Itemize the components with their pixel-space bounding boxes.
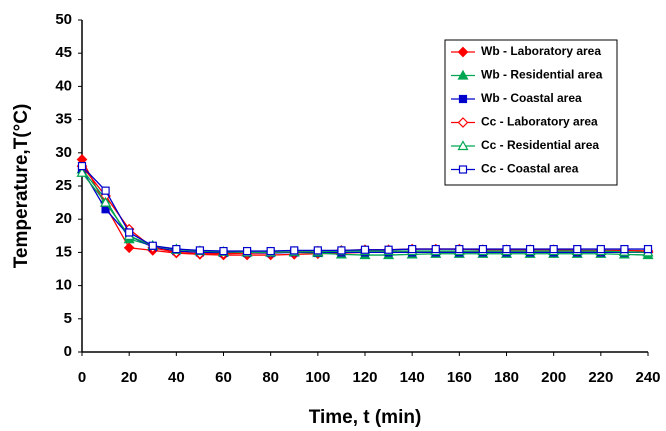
marker [596, 244, 605, 254]
x-tick-label: 200 [541, 369, 566, 386]
x-tick-label: 100 [305, 369, 330, 386]
marker [549, 244, 558, 254]
marker [290, 246, 299, 255]
y-tick-label: 35 [55, 111, 72, 128]
x-tick-label: 240 [635, 369, 660, 386]
marker [502, 244, 511, 254]
marker [100, 196, 112, 207]
x-tick-label: 40 [168, 369, 185, 386]
x-tick-label: 120 [352, 369, 377, 386]
legend-label: Wb - Laboratory area [481, 44, 601, 58]
y-tick-label: 25 [55, 177, 72, 194]
marker [457, 69, 469, 80]
legend-box [444, 39, 618, 186]
marker [620, 244, 629, 254]
marker [76, 166, 88, 177]
y-axis-title: Temperature,T(°C) [11, 104, 32, 269]
x-tick-label: 220 [588, 369, 613, 386]
y-tick-label: 45 [55, 44, 72, 61]
marker [313, 246, 322, 255]
marker [360, 245, 370, 254]
marker [478, 244, 488, 254]
x-tick-label: 60 [215, 369, 232, 386]
legend-label: Cc - Coastal area [481, 162, 579, 176]
legend-label: Cc - Residential area [481, 138, 599, 152]
marker [408, 244, 417, 254]
y-tick-label: 20 [55, 210, 72, 227]
marker [148, 241, 157, 250]
marker [101, 186, 110, 195]
marker [643, 244, 653, 254]
marker [172, 244, 181, 254]
marker [77, 161, 87, 171]
x-tick-label: 160 [447, 369, 472, 386]
x-axis-title: Time, t (min) [309, 407, 422, 428]
marker [219, 246, 228, 256]
y-tick-label: 15 [55, 243, 72, 260]
x-tick-label: 0 [78, 369, 86, 386]
marker [337, 246, 346, 255]
y-tick-label: 5 [64, 310, 72, 327]
marker [242, 246, 252, 256]
marker [457, 46, 469, 58]
y-tick-label: 50 [55, 11, 72, 28]
marker [384, 245, 393, 254]
marker [431, 244, 440, 254]
x-tick-label: 180 [494, 369, 519, 386]
x-tick-label: 140 [400, 369, 425, 386]
marker [455, 244, 464, 254]
y-tick-label: 0 [64, 343, 72, 360]
y-tick-label: 10 [55, 277, 72, 294]
marker [266, 246, 275, 256]
marker [573, 244, 582, 254]
marker [123, 242, 135, 254]
x-tick-label: 20 [121, 369, 138, 386]
legend-label: Wb - Coastal area [481, 91, 582, 105]
marker [458, 94, 468, 104]
marker [457, 117, 469, 128]
marker [195, 246, 205, 255]
marker [525, 244, 535, 254]
marker [458, 165, 468, 174]
marker [125, 228, 134, 237]
y-tick-label: 30 [55, 144, 72, 161]
y-tick-label: 40 [55, 77, 72, 94]
x-tick-label: 80 [262, 369, 279, 386]
legend-label: Cc - Laboratory area [481, 115, 598, 129]
marker [457, 140, 469, 151]
legend-label: Wb - Residential area [481, 68, 603, 82]
